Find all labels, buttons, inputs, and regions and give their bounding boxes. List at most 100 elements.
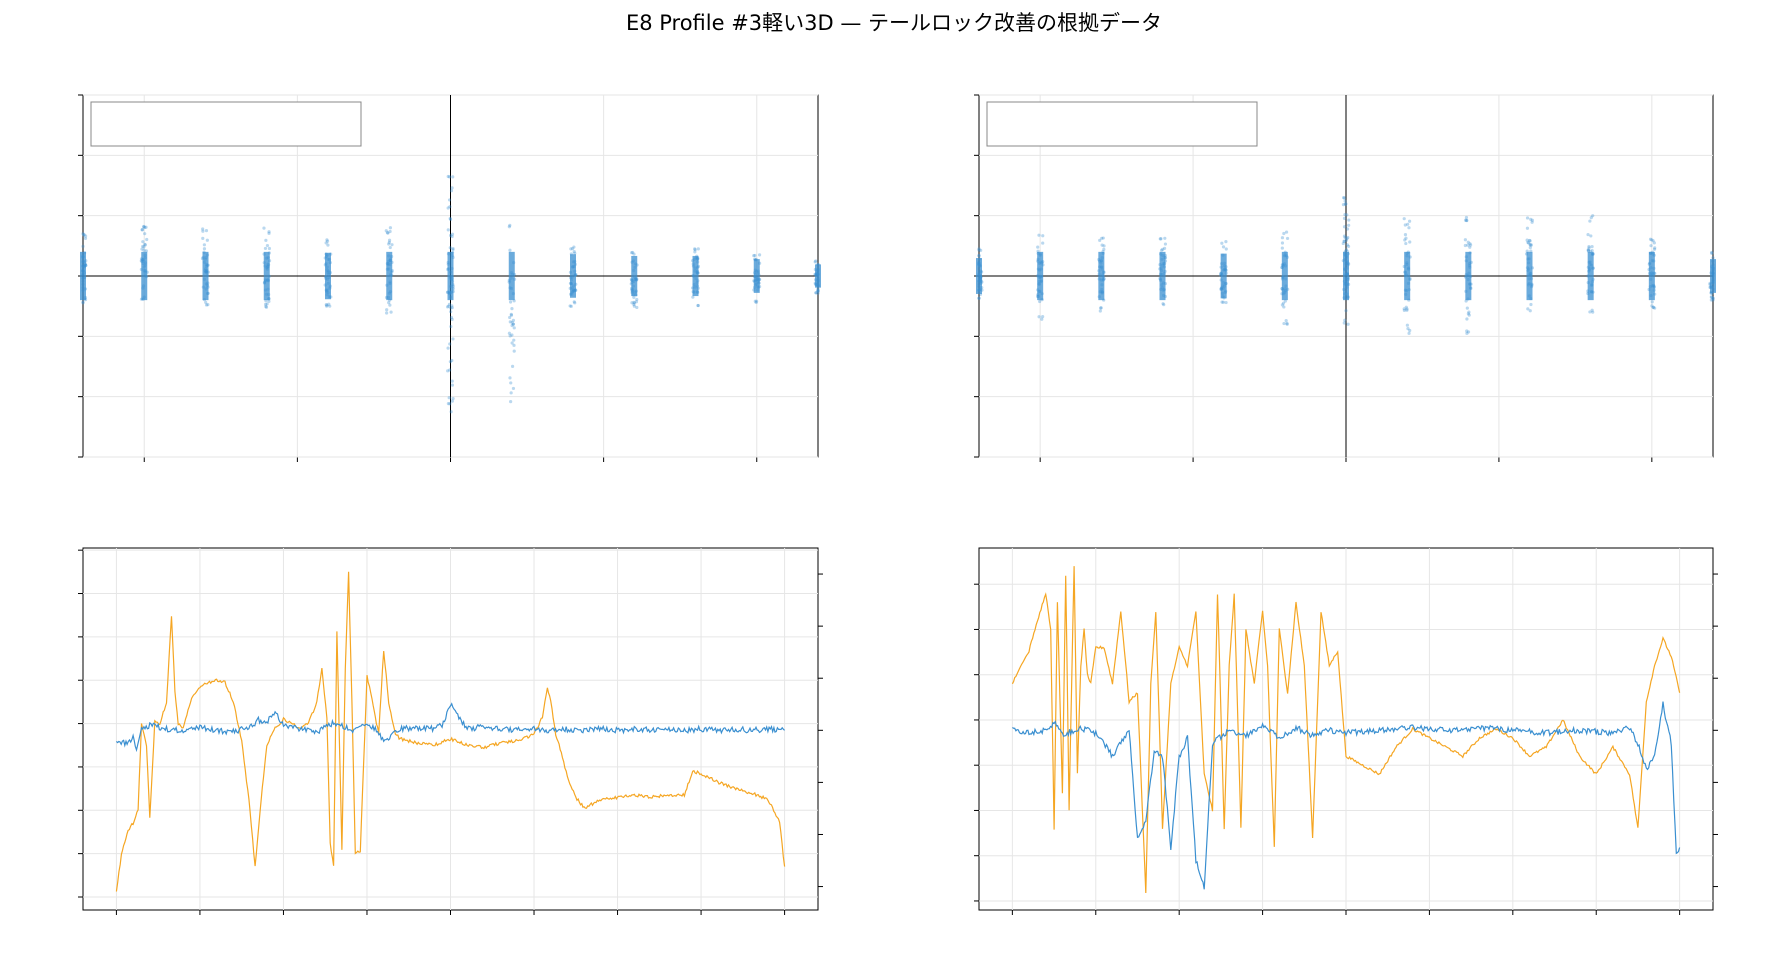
collective-series-line (115, 571, 786, 892)
scatter-point (446, 402, 451, 406)
scatter-core (1281, 251, 1288, 301)
scatter-point (1526, 240, 1530, 244)
scatter-point (142, 224, 146, 229)
scatter-point (328, 304, 332, 308)
scatter-point (143, 243, 147, 247)
scatter-point (511, 322, 515, 326)
scatter-point (510, 341, 514, 345)
scatter-point (754, 299, 759, 303)
scatter-point (1468, 245, 1472, 249)
scatter-cluster (1647, 237, 1657, 310)
scatter-point (1163, 236, 1167, 240)
scatter-point (1347, 218, 1351, 222)
scatter-point (1709, 298, 1713, 302)
scatter-point (450, 232, 455, 236)
scatter-point (1710, 250, 1714, 255)
scatter-point (1651, 239, 1655, 243)
scatter-point (635, 297, 639, 302)
scatter-point (630, 301, 634, 305)
scatter-point (143, 225, 147, 230)
scatter-point (387, 300, 391, 305)
scatter-point (387, 238, 392, 242)
scatter-point (83, 234, 88, 238)
scatter-point (509, 400, 513, 404)
scatter-point (1041, 234, 1045, 238)
scatter-cluster (200, 227, 210, 307)
scatter-point (1040, 317, 1044, 321)
scatter-point (1586, 249, 1590, 253)
scatter-point (1651, 305, 1655, 309)
scatter-core (325, 252, 331, 300)
scatter-point (385, 308, 389, 312)
scatter-point (508, 376, 512, 380)
scatter-point (1463, 238, 1467, 242)
scatter-point (447, 396, 451, 400)
scatter-point (632, 304, 636, 308)
scatter-cluster (262, 226, 272, 309)
scatter-core (141, 251, 148, 301)
scatter-point (816, 289, 820, 293)
scatter-point (446, 174, 450, 179)
scatter-point (507, 225, 511, 229)
scatter-point (1280, 241, 1285, 245)
scatter-point (449, 233, 453, 238)
scatter-point (264, 304, 268, 309)
scatter-point (388, 226, 393, 230)
scatter-point (1402, 307, 1406, 311)
scatter-point (267, 246, 272, 251)
scatter-point (447, 175, 452, 179)
scatter-point (1284, 230, 1289, 234)
scatter-point (1464, 215, 1469, 220)
scatter-point (1527, 238, 1532, 243)
scatter-point (1100, 236, 1104, 240)
scatter-core (1343, 251, 1349, 301)
scatter-point (1528, 243, 1533, 247)
scatter-point (1650, 300, 1654, 304)
scatter-point (1342, 225, 1347, 229)
scatter-point (1587, 244, 1591, 249)
scatter-point (1588, 310, 1592, 314)
scatter-point (1344, 238, 1349, 242)
scatter-point (1162, 303, 1166, 307)
scatter-point (446, 206, 450, 210)
yaw-gyro-series-line (1012, 701, 1681, 890)
scatter-point (508, 320, 512, 324)
scatter-point (1408, 328, 1412, 333)
scatter-point (449, 324, 453, 329)
scatter-point (1280, 303, 1284, 307)
scatter-cluster (384, 226, 394, 315)
scatter-point (1406, 222, 1410, 226)
scatter-core (1159, 251, 1166, 301)
scatter-point (568, 304, 572, 308)
scatter-point (1101, 236, 1105, 240)
scatter-point (263, 246, 268, 251)
scatter-point (1463, 243, 1467, 248)
scatter-point (1098, 238, 1102, 242)
scatter-point (1465, 329, 1469, 333)
scatter-point (450, 317, 454, 322)
scatter-point (388, 245, 392, 250)
scatter-point (1528, 242, 1532, 247)
scatter-point (1162, 246, 1167, 250)
scatter-point (446, 228, 450, 232)
scatter-point (569, 304, 573, 308)
scatter-point (977, 247, 981, 251)
scatter-point (447, 302, 452, 306)
scatter-point (1038, 299, 1042, 304)
scatter-point (388, 229, 392, 234)
scatter-point (204, 229, 209, 233)
scatter-point (205, 238, 209, 242)
scatter-point (1591, 310, 1595, 314)
scatter-cluster (813, 259, 821, 295)
scatter-point (267, 230, 271, 234)
scatter-point (388, 303, 392, 307)
scatter-point (979, 248, 983, 252)
scatter-point (573, 301, 577, 305)
scatter-point (1285, 321, 1289, 326)
scatter-point (140, 228, 144, 232)
scatter-cluster (1586, 214, 1595, 314)
scatter-point (140, 227, 144, 232)
scatter-point (977, 296, 981, 300)
scatter-point (814, 291, 818, 295)
scatter-point (1342, 239, 1346, 243)
